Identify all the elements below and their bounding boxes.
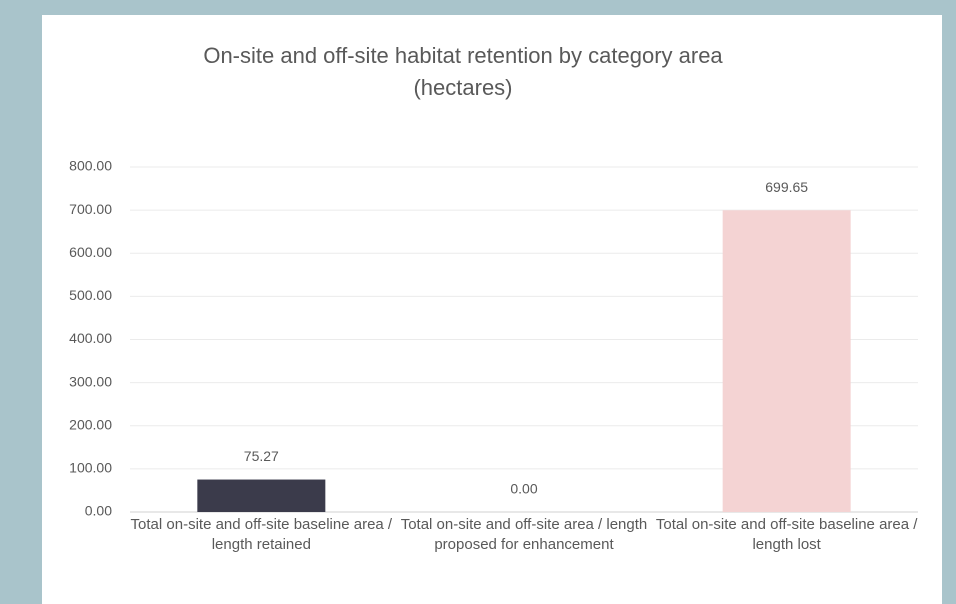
- y-tick-label: 400.00: [69, 330, 112, 346]
- y-tick-label: 100.00: [69, 460, 112, 476]
- x-tick-label: Total on-site and off-site area / length…: [400, 516, 648, 553]
- bar: [722, 210, 851, 512]
- y-tick-label: 700.00: [69, 201, 112, 217]
- x-tick-label: Total on-site and off-site baseline area…: [130, 516, 393, 553]
- y-tick-label: 200.00: [69, 416, 112, 432]
- y-tick-label: 800.00: [69, 158, 112, 174]
- data-label: 75.27: [244, 448, 279, 464]
- chart-title: On-site and off-site habitat retention b…: [203, 43, 723, 100]
- bar: [197, 479, 326, 512]
- y-tick-label: 500.00: [69, 287, 112, 303]
- data-label: 699.65: [765, 179, 808, 195]
- y-tick-label: 300.00: [69, 373, 112, 389]
- data-label: 0.00: [510, 481, 537, 497]
- x-tick-label: Total on-site and off-site baseline area…: [655, 516, 918, 553]
- y-tick-label: 600.00: [69, 244, 112, 260]
- y-tick-label: 0.00: [85, 503, 112, 519]
